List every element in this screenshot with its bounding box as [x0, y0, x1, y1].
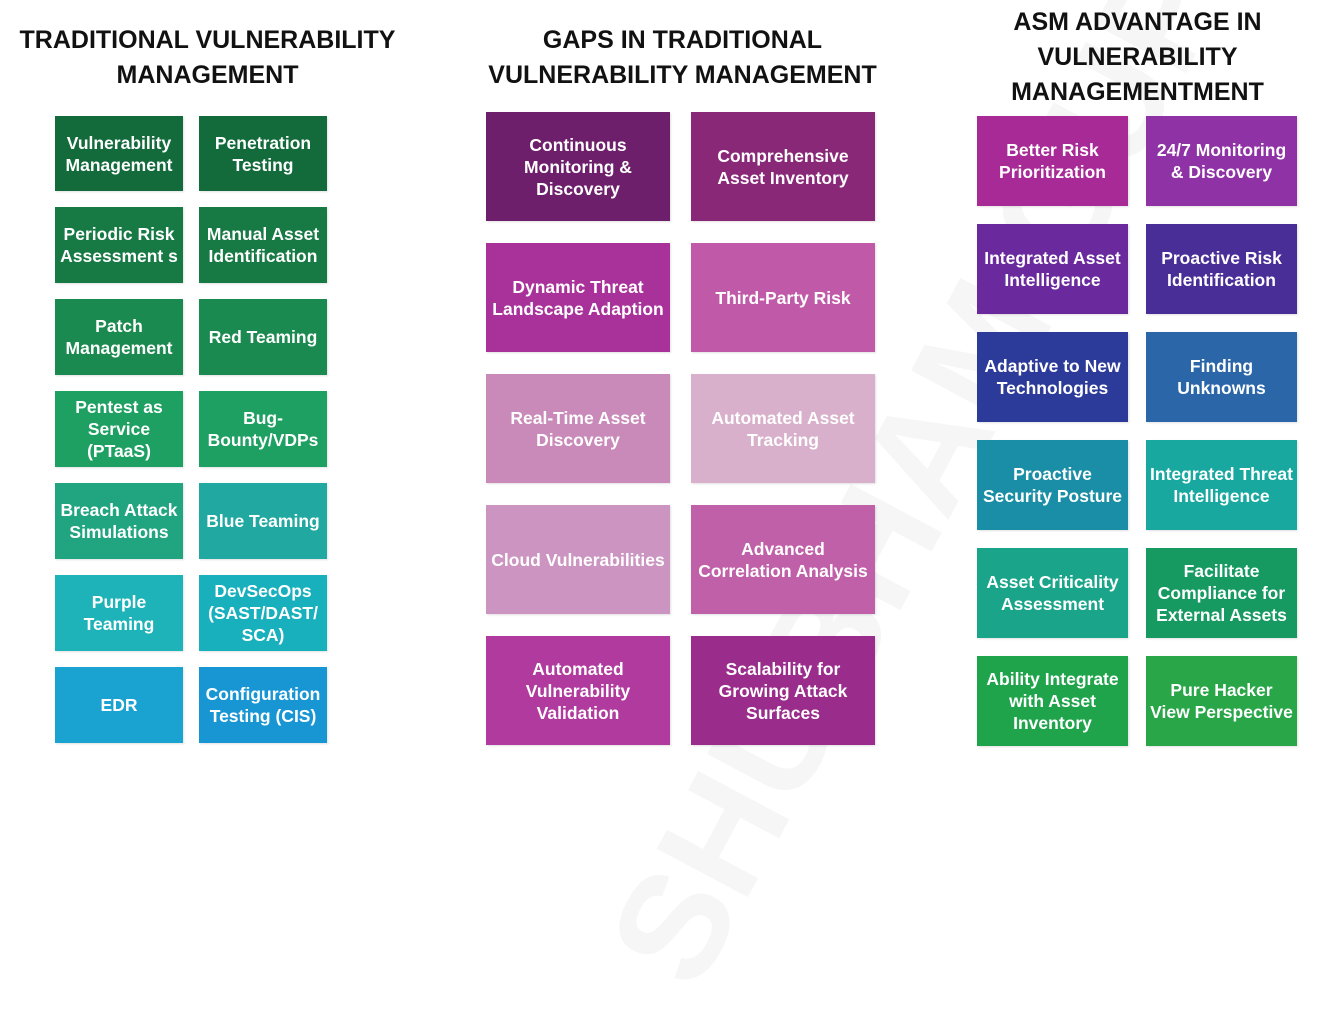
- column-title-asm: ASM ADVANTAGE IN VULNERABILITY MANAGEMEN…: [1011, 8, 1264, 106]
- tile-pure-hacker-view: Pure Hacker View Perspective: [1146, 656, 1297, 746]
- tile-third-party-risk: Third-Party Risk: [691, 243, 875, 352]
- tile-purple-teaming: Purple Teaming: [55, 575, 183, 651]
- tile-penetration-testing: Penetration Testing: [199, 116, 327, 191]
- tile-patch-management: Patch Management: [55, 299, 183, 375]
- tile-configuration-testing: Configuration Testing (CIS): [199, 667, 327, 743]
- tile-red-teaming: Red Teaming: [199, 299, 327, 375]
- column-title-gaps: GAPS IN TRADITIONAL VULNERABILITY MANAGE…: [488, 26, 877, 89]
- tile-devsecops: DevSecOps (SAST/DAST/ SCA): [199, 575, 327, 651]
- tile-blue-teaming: Blue Teaming: [199, 483, 327, 559]
- tile-continuous-monitoring: Continuous Monitoring & Discovery: [486, 112, 670, 221]
- tile-real-time-asset-discovery: Real-Time Asset Discovery: [486, 374, 670, 483]
- tile-finding-unknowns: Finding Unknowns: [1146, 332, 1297, 422]
- tile-ability-integrate-asset-inventory: Ability Integrate with Asset Inventory: [977, 656, 1128, 746]
- tile-automated-vulnerability-validation: Automated Vulnerability Validation: [486, 636, 670, 745]
- tile-pentest-as-service: Pentest as Service (PTaaS): [55, 391, 183, 467]
- tile-dynamic-threat-landscape: Dynamic Threat Landscape Adaption: [486, 243, 670, 352]
- tile-bug-bounty-vdps: Bug-Bounty/VDPs: [199, 391, 327, 467]
- tile-proactive-risk-identification: Proactive Risk Identification: [1146, 224, 1297, 314]
- tile-24-7-monitoring: 24/7 Monitoring & Discovery: [1146, 116, 1297, 206]
- tile-cloud-vulnerabilities: Cloud Vulnerabilities: [486, 505, 670, 614]
- tile-adaptive-new-technologies: Adaptive to New Technologies: [977, 332, 1128, 422]
- tile-facilitate-compliance: Facilitate Compliance for External Asset…: [1146, 548, 1297, 638]
- tile-breach-attack-simulations: Breach Attack Simulations: [55, 483, 183, 559]
- tile-manual-asset-identification: Manual Asset Identification: [199, 207, 327, 283]
- tile-periodic-risk-assessments: Periodic Risk Assessment s: [55, 207, 183, 283]
- tile-better-risk-prioritization: Better Risk Prioritization: [977, 116, 1128, 206]
- tile-asset-criticality-assessment: Asset Criticality Assessment: [977, 548, 1128, 638]
- tile-proactive-security-posture: Proactive Security Posture: [977, 440, 1128, 530]
- tile-vulnerability-management: Vulnerability Management: [55, 116, 183, 191]
- tile-scalability-attack-surfaces: Scalability for Growing Attack Surfaces: [691, 636, 875, 745]
- column-title-traditional: TRADITIONAL VULNERABILITY MANAGEMENT: [19, 26, 396, 89]
- tile-edr: EDR: [55, 667, 183, 743]
- tile-integrated-asset-intelligence: Integrated Asset Intelligence: [977, 224, 1128, 314]
- tile-integrated-threat-intelligence: Integrated Threat Intelligence: [1146, 440, 1297, 530]
- tile-comprehensive-asset-inventory: Comprehensive Asset Inventory: [691, 112, 875, 221]
- tile-automated-asset-tracking: Automated Asset Tracking: [691, 374, 875, 483]
- tile-advanced-correlation-analysis: Advanced Correlation Analysis: [691, 505, 875, 614]
